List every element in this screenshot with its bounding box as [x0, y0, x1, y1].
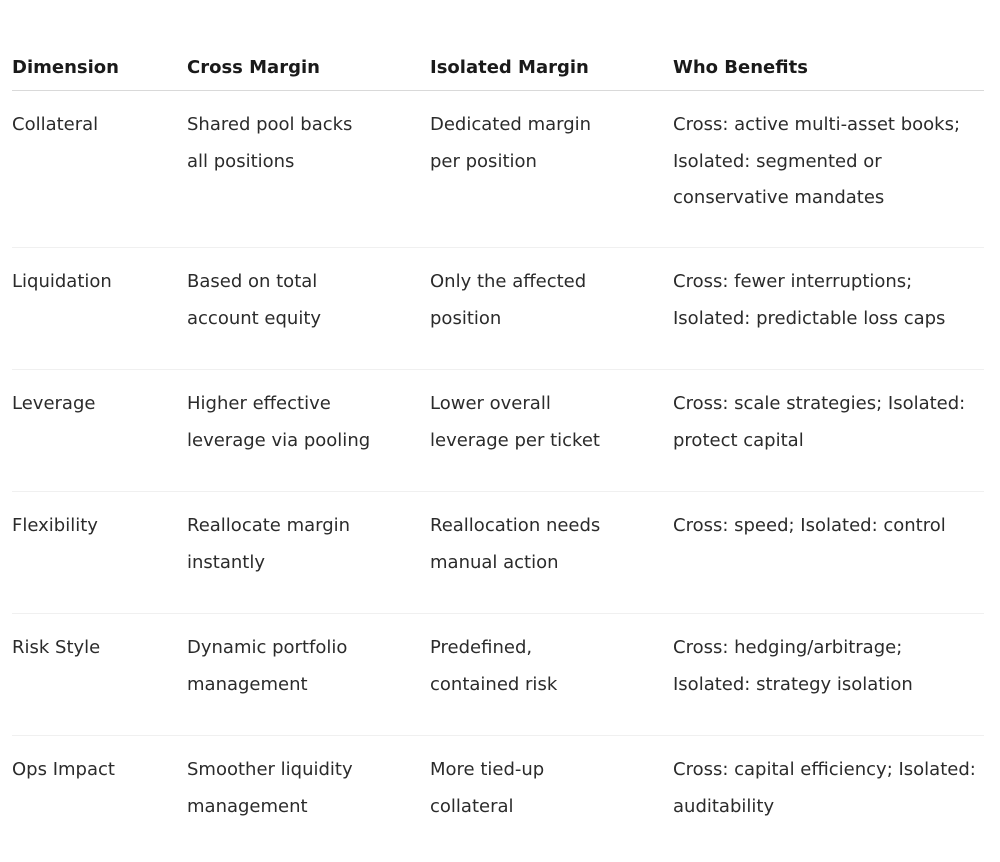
cell-text-line: Predefined, — [430, 637, 533, 658]
header-cross-margin: Cross Margin — [187, 57, 320, 78]
cell-text-line: Ops Impact — [12, 759, 115, 780]
cell-cross-margin: Higher effective leverage via pooling — [187, 386, 430, 491]
header-isolated-margin: Isolated Margin — [430, 57, 589, 78]
cell-cross-margin: Smoother liquidity management — [187, 752, 430, 862]
cell-who-benefits: Cross: fewer interruptions; Isolated: pre… — [673, 264, 984, 369]
cell-text-line: account equity — [187, 307, 322, 329]
table-header-row: Dimension Cross Margin Isolated Margin W… — [12, 46, 984, 91]
cell-text-line: collateral — [430, 795, 514, 817]
table-row: Leverage Higher effective leverage via poo… — [12, 370, 984, 492]
cell-text-line: all positions — [187, 150, 295, 172]
header-who-benefits: Who Benefits — [673, 57, 808, 78]
cell-isolated-margin: Lower overall leverage per ticket — [430, 386, 673, 491]
cell-cross-margin: Dynamic portfolio management — [187, 630, 430, 735]
cell-isolated-margin: Reallocation needs manual action — [430, 508, 673, 613]
cell-text-line: instantly — [187, 551, 265, 573]
cell-isolated-margin: Predefined, contained risk — [430, 630, 673, 735]
cell-text-line: position — [430, 307, 502, 329]
cell-text-line: leverage per ticket — [430, 429, 600, 451]
cell-isolated-margin: Dedicated margin per position — [430, 107, 673, 247]
cell-dimension: Flexibility — [12, 508, 187, 613]
table-body: Collateral Shared pool backs all positions… — [12, 91, 984, 862]
cell-text-line: Cross: fewer interruptions; — [673, 271, 913, 292]
cell-text-line: contained risk — [430, 673, 558, 695]
cell-who-benefits: Cross: scale strategies; Isolated: protec… — [673, 386, 984, 491]
cell-text-line: Cross: speed; Isolated: control — [673, 515, 946, 536]
cell-dimension: Ops Impact — [12, 752, 187, 862]
cell-text-line: Isolated: predictable loss caps — [673, 307, 946, 329]
cell-text-line: management — [187, 795, 308, 817]
cell-dimension: Leverage — [12, 386, 187, 491]
cell-text-line: Cross: hedging/arbitrage; — [673, 637, 903, 658]
cell-isolated-margin: Only the affected position — [430, 264, 673, 369]
cell-who-benefits: Cross: capital efficiency; Isolated: audi… — [673, 752, 984, 862]
header-dimension: Dimension — [12, 57, 119, 78]
cell-text-line: Risk Style — [12, 637, 101, 658]
cell-text-line: Collateral — [12, 114, 99, 135]
cell-text-line: Cross: active multi-asset books; — [673, 114, 961, 135]
cell-text-line: More tied-up — [430, 759, 545, 780]
cell-text-line: Shared pool backs — [187, 114, 353, 135]
cell-text-line: Isolated: segmented or — [673, 150, 882, 172]
cell-cross-margin: Shared pool backs all positions — [187, 107, 430, 247]
cell-text-line: Only the affected — [430, 271, 587, 292]
cell-who-benefits: Cross: hedging/arbitrage; Isolated: strat… — [673, 630, 984, 735]
cell-who-benefits: Cross: active multi-asset books; Isolated… — [673, 107, 984, 247]
cell-text-line: Dynamic portfolio — [187, 637, 348, 658]
cell-text-line: Cross: scale strategies; Isolated: — [673, 393, 966, 414]
cell-text-line: Lower overall — [430, 393, 551, 414]
cell-text-line: Flexibility — [12, 515, 98, 536]
table-row: Liquidation Based on total account equity O… — [12, 248, 984, 370]
cell-text-line: protect capital — [673, 429, 804, 451]
cell-text-line: per position — [430, 150, 537, 172]
comparison-table: Dimension Cross Margin Isolated Margin W… — [12, 46, 984, 862]
cell-dimension: Risk Style — [12, 630, 187, 735]
cell-text-line: Higher effective — [187, 393, 331, 414]
cell-text-line: manual action — [430, 551, 559, 573]
table-row: Risk Style Dynamic portfolio management Pre… — [12, 614, 984, 736]
cell-dimension: Liquidation — [12, 264, 187, 369]
cell-who-benefits: Cross: speed; Isolated: control — [673, 508, 984, 613]
table-row: Flexibility Reallocate margin instantly Rea… — [12, 492, 984, 614]
cell-text-line: leverage via pooling — [187, 429, 371, 451]
cell-text-line: Reallocation needs — [430, 515, 601, 536]
cell-text-line: Dedicated margin — [430, 114, 592, 135]
cell-dimension: Collateral — [12, 107, 187, 247]
cell-text-line: Isolated: strategy isolation — [673, 673, 913, 695]
cell-text-line: management — [187, 673, 308, 695]
table-row: Collateral Shared pool backs all positions… — [12, 91, 984, 248]
cell-cross-margin: Reallocate margin instantly — [187, 508, 430, 613]
cell-text-line: Liquidation — [12, 271, 112, 292]
cell-isolated-margin: More tied-up collateral — [430, 752, 673, 862]
cell-cross-margin: Based on total account equity — [187, 264, 430, 369]
cell-text-line: Based on total — [187, 271, 318, 292]
cell-text-line: Reallocate margin — [187, 515, 351, 536]
cell-text-line: Leverage — [12, 393, 96, 414]
cell-text-line: Cross: capital efficiency; Isolated: — [673, 759, 976, 780]
table-row: Ops Impact Smoother liquidity management Mo… — [12, 736, 984, 862]
cell-text-line: Smoother liquidity — [187, 759, 353, 780]
cell-text-line: conservative mandates — [673, 187, 885, 208]
cell-text-line: auditability — [673, 795, 775, 817]
